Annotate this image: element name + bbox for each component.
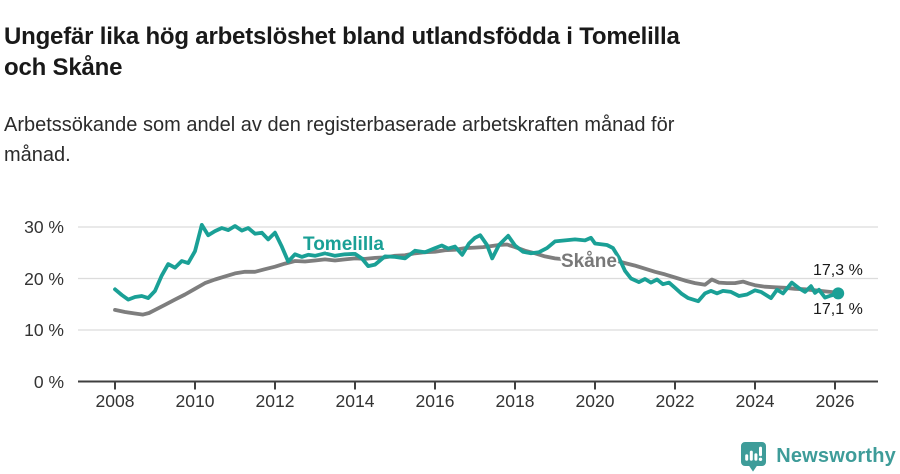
x-axis-tick-label-2018: 2018	[495, 391, 535, 411]
page-title-line-1: Ungefär lika hög arbetslöshet bland utla…	[4, 23, 680, 51]
y-axis-tick-label-20: 20 %	[24, 268, 64, 289]
x-axis-tick-label-2024: 2024	[735, 391, 775, 411]
x-axis-tick-label-2016: 2016	[415, 391, 455, 411]
page-title: Ungefär lika hög arbetslöshet bland utla…	[4, 21, 680, 83]
x-axis-tick-label-2014: 2014	[335, 391, 375, 411]
newsworthy-logo: Newsworthy	[740, 441, 896, 472]
page-title-line-2: och Skåne	[4, 54, 123, 82]
y-axis-tick-label-0: 0 %	[33, 371, 64, 392]
skane-end-value-label: 17,3 %	[813, 262, 863, 279]
tomelilla-end-value-label: 17,1 %	[813, 301, 863, 318]
y-axis-tick-label-10: 10 %	[24, 320, 64, 340]
y-axis-tick-label-30: 30 %	[24, 217, 64, 237]
series-line-skne	[113, 242, 837, 317]
tomelilla-endpoint-dot	[832, 287, 845, 300]
x-axis-tick-label-2012: 2012	[255, 391, 295, 411]
series-line-tomelilla	[113, 223, 841, 304]
x-axis-tick-label-2026: 2026	[815, 391, 855, 411]
newsworthy-wordmark: Newsworthy	[776, 445, 896, 467]
chart-subtitle-line-2: månad.	[4, 144, 71, 166]
newsworthy-speech-bubble-chart-icon	[741, 442, 767, 472]
x-axis-tick-label-2010: 2010	[175, 391, 215, 411]
x-axis-tick-label-2022: 2022	[655, 391, 695, 411]
x-axis-tick-label-2008: 2008	[95, 391, 135, 411]
x-axis-tick-label-2020: 2020	[575, 391, 615, 411]
chart-subtitle-line-1: Arbetssökande som andel av den registerb…	[4, 114, 675, 136]
series-label-skane: Skåne	[561, 251, 617, 272]
series-label-tomelilla: Tomelilla	[303, 234, 384, 255]
chart-subtitle: Arbetssökande som andel av den registerb…	[4, 110, 674, 170]
